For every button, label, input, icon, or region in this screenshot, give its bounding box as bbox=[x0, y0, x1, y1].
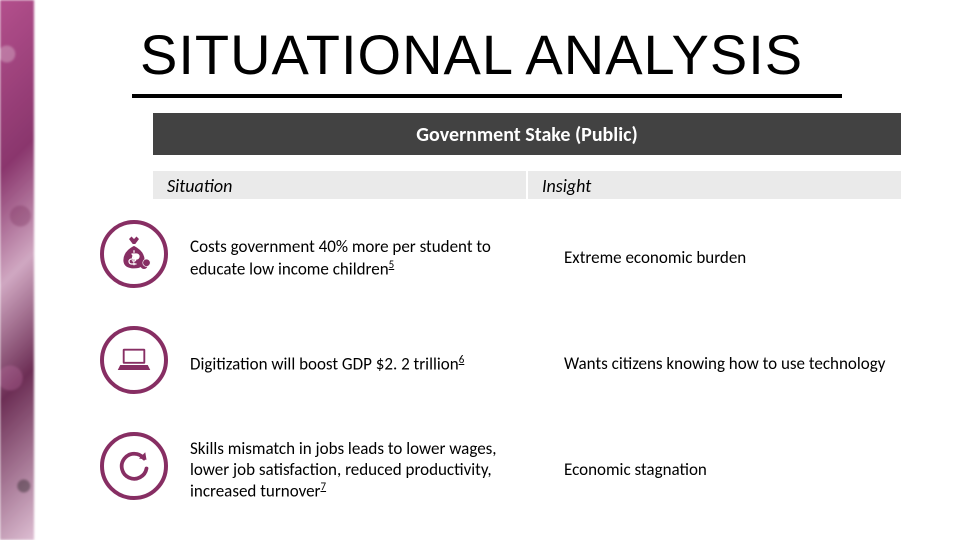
table-row: Digitization will boost GDP $2. 2 trilli… bbox=[100, 318, 902, 410]
decorative-left-strip bbox=[0, 0, 34, 540]
refresh-icon bbox=[100, 432, 168, 500]
table-row: $ Costs government 40% more per student … bbox=[100, 212, 902, 304]
insight-text: Wants citizens knowing how to use techno… bbox=[550, 318, 902, 410]
column-headers: Situation Insight bbox=[152, 170, 902, 200]
title-underline bbox=[132, 94, 842, 98]
insight-text: Extreme economic burden bbox=[550, 212, 902, 304]
money-bag-icon: $ bbox=[100, 220, 168, 288]
situation-text: Skills mismatch in jobs leads to lower w… bbox=[176, 424, 536, 516]
column-header-situation: Situation bbox=[152, 170, 527, 200]
column-header-insight: Insight bbox=[527, 170, 902, 200]
insight-text: Economic stagnation bbox=[550, 424, 902, 516]
situation-text: Digitization will boost GDP $2. 2 trilli… bbox=[176, 318, 536, 410]
table-row: Skills mismatch in jobs leads to lower w… bbox=[100, 424, 902, 516]
page-title: SITUATIONAL ANALYSIS bbox=[140, 22, 803, 87]
situation-text: Costs government 40% more per student to… bbox=[176, 212, 536, 304]
svg-text:$: $ bbox=[131, 252, 137, 266]
section-header: Government Stake (Public) bbox=[152, 112, 902, 156]
laptop-icon bbox=[100, 326, 168, 394]
